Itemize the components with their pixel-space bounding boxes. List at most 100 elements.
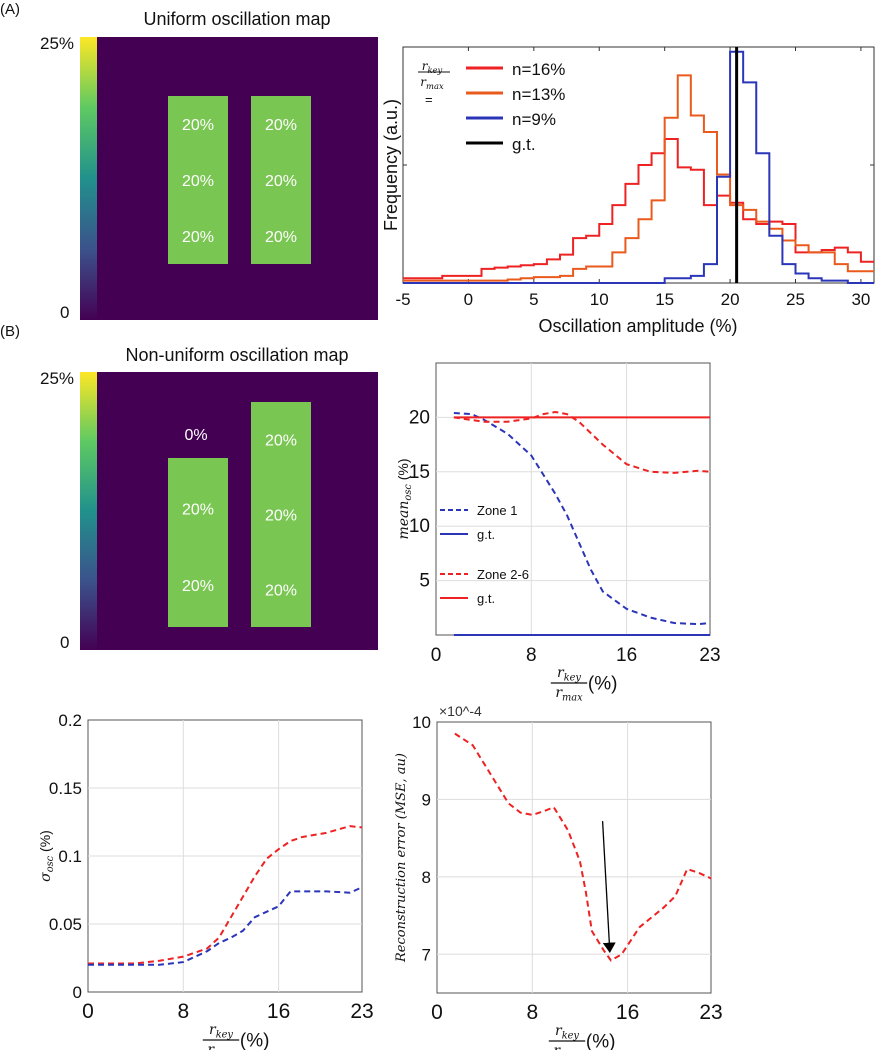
colorbar-min-label: 0 (60, 633, 69, 652)
legend-title-den-sub: max (426, 81, 444, 91)
series-n=16% (403, 138, 874, 280)
x-tick-label: 10 (590, 290, 609, 309)
sigma-osc-x-axis-label-denominator-main: r (207, 1042, 215, 1050)
legend-title-eq: = (425, 92, 433, 107)
x-tick-label: 8 (526, 645, 537, 666)
series-line (88, 825, 363, 965)
zone-label: 20% (265, 583, 297, 600)
colorbar-max-label: 25% (40, 34, 74, 53)
y-axis-label-main: σ (38, 872, 54, 882)
zone-label: 20% (182, 501, 214, 518)
recon-error-x-axis-label-denominator-main: r (553, 1043, 561, 1050)
sigma-osc-x-axis-label-numerator-sub: key (216, 1030, 234, 1041)
zone-label: 20% (265, 229, 297, 246)
x-tick-label: 8 (177, 1000, 189, 1023)
recon-error-x-axis-label-unit: (%) (586, 1031, 616, 1050)
nonuniform-map-title: Non-uniform oscillation map (125, 345, 348, 365)
zone-2 (251, 96, 311, 264)
arrow (601, 821, 616, 954)
legend-label: n=9% (512, 110, 556, 129)
histogram-xlabel: Oscillation amplitude (%) (538, 316, 737, 336)
y-tick-label: 8 (422, 868, 431, 887)
series-n=13% (403, 74, 874, 282)
y-tick-label: 15 (409, 462, 430, 483)
series-line (88, 886, 363, 966)
x-tick-label: -5 (395, 290, 410, 309)
legend-title-num: rkey (422, 59, 443, 75)
legend-title-num-sub: key (427, 65, 442, 75)
zone-label: 20% (265, 508, 297, 525)
y-tick-label: 10 (409, 516, 430, 537)
histogram: -5 0 5 10 15 20 25 30rkeyrmax=n=16%n=13%n=9%g.t… (395, 46, 875, 309)
x-tick-label: 0 (464, 290, 473, 309)
legend-title-den: rmax (420, 75, 444, 91)
colorbar (80, 372, 97, 650)
y-tick-label: 0.15 (49, 779, 82, 798)
y-axis-label-main: Reconstruction error (MSE, au) (394, 753, 409, 963)
y-tick-label: 0.1 (58, 847, 82, 866)
y-tick-label: 20 (409, 407, 430, 428)
mean-osc-x-axis-label-denominator: rmax (555, 685, 583, 704)
recon-error-x-axis-label-denominator: rmax (553, 1043, 581, 1050)
histogram-ylabel: Frequency (a.u.) (381, 99, 401, 231)
mean-osc-x-axis-label-numerator: rkey (557, 665, 581, 684)
mean-osc-x-axis-label-numerator-sub: key (564, 673, 582, 684)
y-tick-label: 0.2 (58, 711, 82, 730)
legend-label: Zone 1 (477, 503, 517, 518)
uniform-map: 25% 0 20% 20% 20% 20% 20% 20% (40, 34, 378, 322)
x-tick-label: 15 (655, 290, 674, 309)
sigma-osc-x-axis-label-unit: (%) (240, 1030, 270, 1050)
y-tick-label: 10 (412, 713, 431, 732)
legend-label: g.t. (477, 591, 495, 606)
mean-osc-x-axis-label-denominator-sub: max (562, 693, 583, 704)
sigma-osc: 0 8 16 23 0 0.05 0.1 0.15 0.2 σosc (%) (37, 711, 374, 1023)
y-tick-label: 0.05 (49, 915, 82, 934)
zone-1 (168, 96, 228, 264)
colorbar (80, 37, 97, 320)
zone-label: 20% (182, 173, 214, 190)
x-tick-label: 23 (699, 1001, 722, 1024)
recon-error: 0 8 16 23 7 8 9 10 Reconstruction error (MSE, au… (394, 713, 723, 1024)
x-tick-label: 23 (350, 1000, 373, 1023)
recon-error-x-axis-label-numerator-sub: key (562, 1031, 580, 1042)
y-tick-label: 9 (422, 790, 431, 809)
y-axis-label-unit: (%) (37, 830, 53, 856)
x-tick-label: 25 (786, 290, 805, 309)
x-tick-label: 20 (721, 290, 740, 309)
y-tick-label: 0 (73, 983, 82, 1002)
plot-area (436, 721, 712, 994)
x-tick-label: 30 (851, 290, 870, 309)
legend-title-num-main: r (422, 59, 429, 73)
series-line (453, 412, 711, 626)
legend-label: n=13% (512, 85, 565, 104)
map-background (97, 372, 378, 650)
map-background (97, 37, 378, 320)
mean-osc-x-axis-label-numerator-main: r (557, 665, 565, 681)
zone-label: 20% (265, 433, 297, 450)
colorbar-min-label: 0 (60, 303, 69, 322)
y-axis-label-sub: osc (403, 484, 414, 501)
zone-label: 20% (182, 578, 214, 595)
sigma-osc-x-axis-label-numerator: rkey (209, 1022, 233, 1041)
zone-2 (251, 402, 311, 627)
x-tick-label: 0 (431, 1001, 443, 1024)
x-tick-label: 16 (267, 1000, 290, 1023)
y-axis-label: meanosc (%) (395, 458, 414, 539)
zone-label: 20% (182, 117, 214, 134)
sigma-osc-x-axis-label-denominator: rmax (207, 1042, 235, 1050)
mean-osc-x-axis-label-unit: (%) (588, 673, 618, 694)
zone-label: 20% (182, 229, 214, 246)
legend-label: n=16% (512, 60, 565, 79)
series-line (454, 732, 712, 962)
x-tick-label: 23 (699, 645, 720, 666)
legend-label: g.t. (477, 527, 495, 542)
plot-area (435, 362, 711, 636)
sigma-osc-x-axis-label-numerator-main: r (209, 1022, 217, 1038)
colorbar-max-label: 25% (40, 369, 74, 388)
recon-error-y-exponent: ×10^-4 (439, 703, 482, 719)
legend-title-den-main: r (420, 75, 427, 89)
